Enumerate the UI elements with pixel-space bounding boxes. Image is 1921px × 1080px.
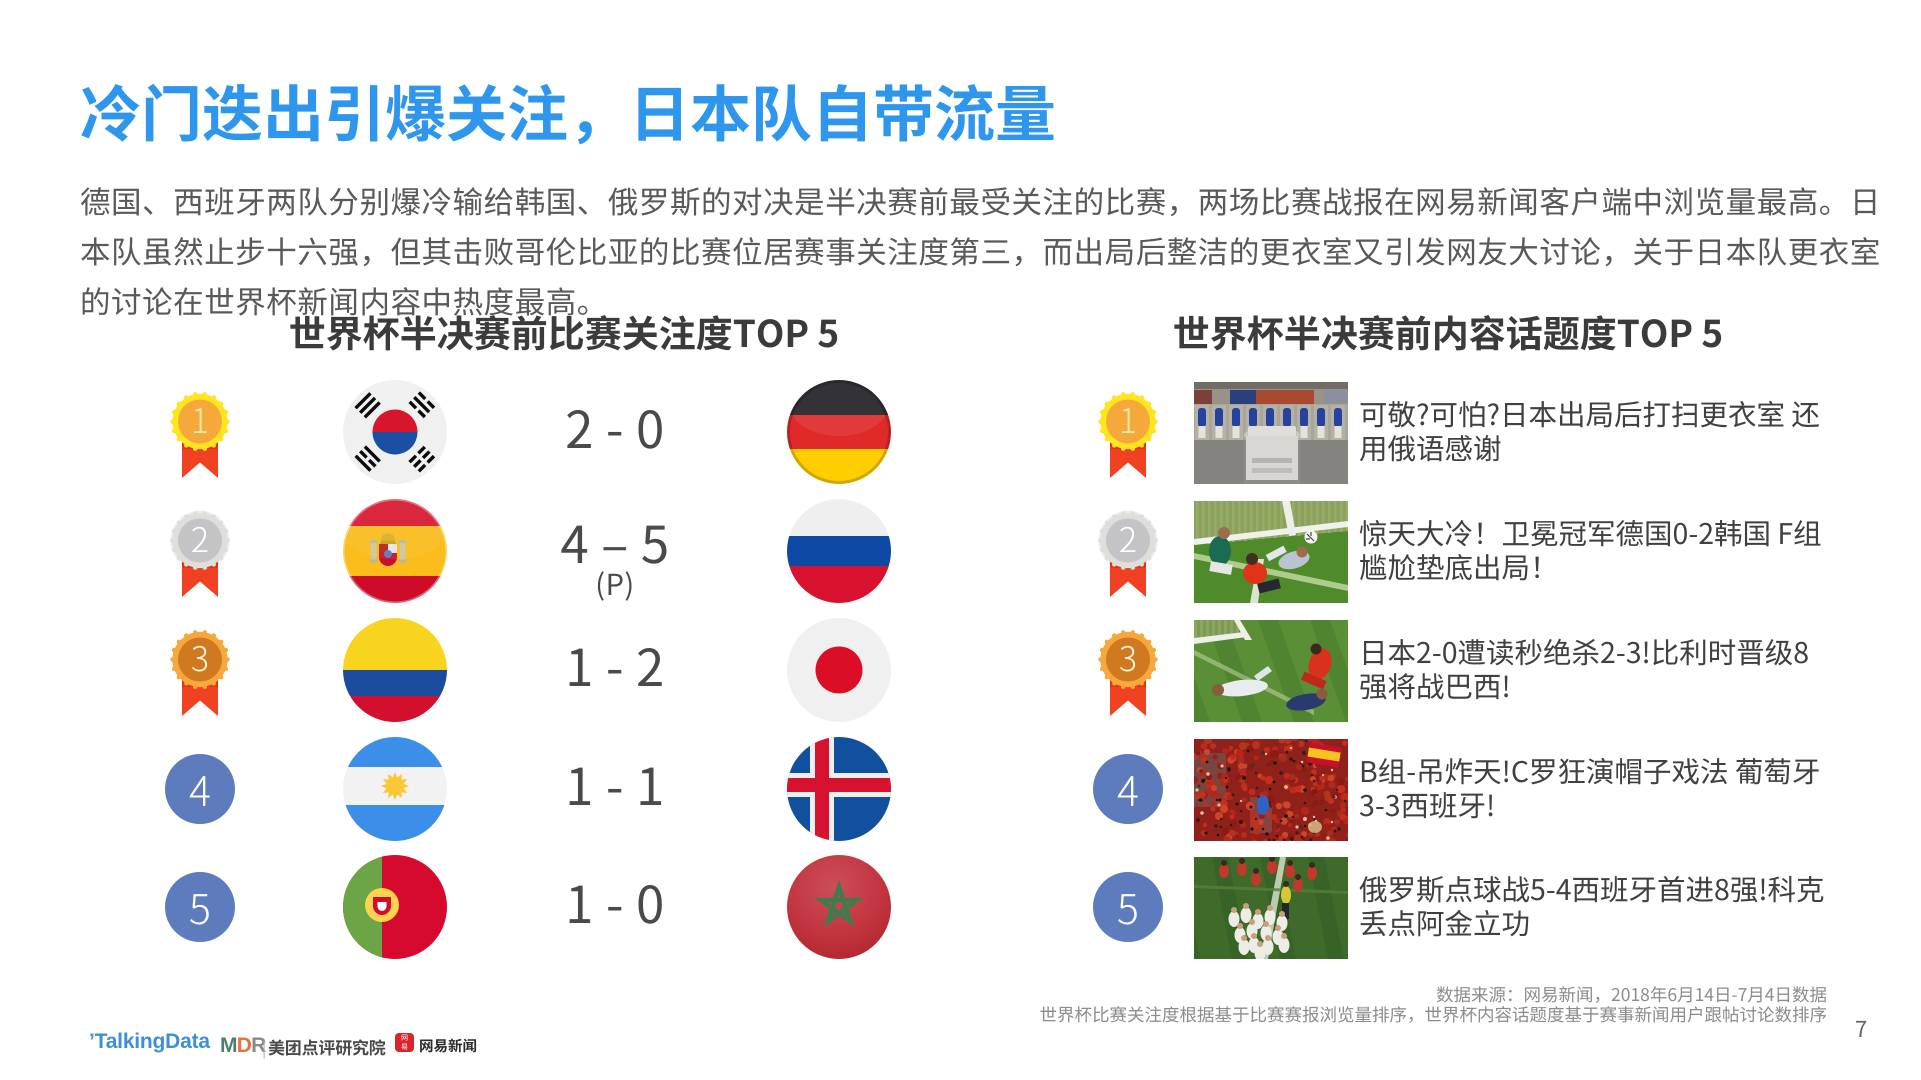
svg-text:1: 1 <box>1119 394 1137 443</box>
svg-text:2: 2 <box>1119 513 1137 562</box>
svg-text:3: 3 <box>1119 632 1137 681</box>
svg-text:3: 3 <box>191 632 209 681</box>
svg-text:2: 2 <box>191 513 209 562</box>
svg-text:1: 1 <box>191 394 209 443</box>
